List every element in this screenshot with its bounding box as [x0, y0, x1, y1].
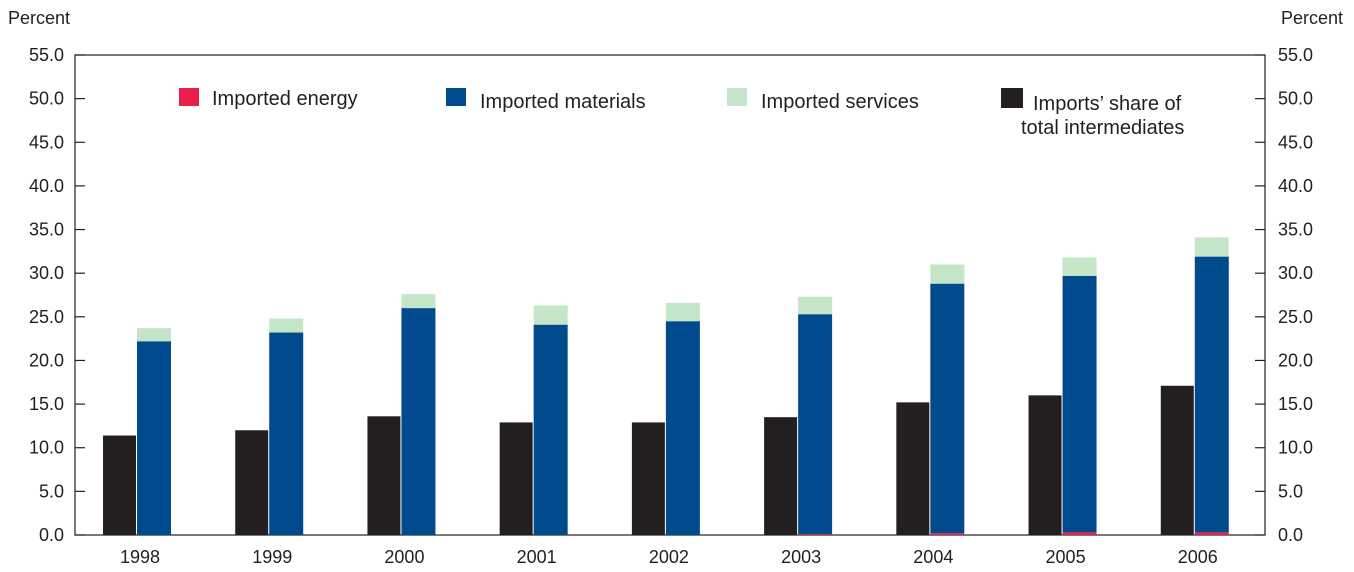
- y-tick-label-right-8: 40.0: [1278, 176, 1313, 196]
- y-tick-label-left-1: 5.0: [39, 481, 64, 501]
- bar-share-2003: [764, 417, 798, 535]
- y-tick-label-left-4: 20.0: [29, 350, 64, 370]
- bar-services-2002: [665, 302, 700, 322]
- bar-materials-2006: [1194, 256, 1229, 533]
- bar-services-2005: [1062, 257, 1097, 276]
- y-tick-label-right-6: 30.0: [1278, 263, 1313, 283]
- bar-share-2001: [499, 422, 533, 535]
- y-tick-label-right-9: 45.0: [1278, 132, 1313, 152]
- y-axis-unit-left: Percent: [8, 8, 70, 28]
- y-tick-label-right-4: 20.0: [1278, 350, 1313, 370]
- legend-swatch-energy: [179, 88, 199, 106]
- y-tick-label-left-8: 40.0: [29, 176, 64, 196]
- y-tick-label-left-5: 25.0: [29, 307, 64, 327]
- bar-materials-2005: [1062, 275, 1097, 533]
- bar-energy-2003: [798, 534, 833, 535]
- bar-share-1998: [103, 435, 136, 535]
- y-tick-label-left-11: 55.0: [29, 45, 64, 65]
- x-tick-label-1998: 1998: [120, 547, 160, 567]
- y-tick-label-right-2: 10.0: [1278, 438, 1313, 458]
- x-tick-label-2000: 2000: [384, 547, 424, 567]
- bar-share-2004: [896, 402, 930, 535]
- y-tick-label-right-10: 50.0: [1278, 89, 1313, 109]
- x-tick-label-2003: 2003: [781, 547, 821, 567]
- legend-swatch-materials: [446, 88, 466, 106]
- bar-materials-2003: [798, 314, 833, 535]
- legend-label-materials: Imported materials: [480, 91, 646, 113]
- x-tick-label-1999: 1999: [252, 547, 292, 567]
- y-tick-label-right-11: 55.0: [1278, 45, 1313, 65]
- legend-label-share-line2: total intermediates: [1021, 117, 1184, 139]
- x-tick-label-2005: 2005: [1046, 547, 1086, 567]
- bar-share-2006: [1160, 385, 1194, 535]
- bar-services-2001: [533, 305, 568, 325]
- legend-swatch-services: [727, 88, 747, 106]
- bar-materials-2004: [930, 283, 965, 534]
- legend-label-energy: Imported energy: [212, 88, 358, 110]
- bar-energy-2005: [1062, 532, 1097, 535]
- y-tick-label-left-2: 10.0: [29, 438, 64, 458]
- bar-services-1998: [137, 328, 171, 342]
- bar-energy-2006: [1194, 532, 1229, 535]
- bar-services-2004: [930, 264, 965, 284]
- legend-swatch-share: [1001, 88, 1023, 108]
- bar-materials-1999: [269, 332, 304, 535]
- y-tick-label-left-10: 50.0: [29, 89, 64, 109]
- x-tick-label-2001: 2001: [517, 547, 557, 567]
- axes-layer: 0.0 0.0 5.0 5.0 10.0 10.0 15.0 15.0 20.0 20.0 25.0…: [29, 45, 1313, 567]
- y-axis-unit-right: Percent: [1281, 8, 1343, 28]
- y-tick-label-right-3: 15.0: [1278, 394, 1313, 414]
- bar-share-1999: [235, 430, 269, 535]
- legend-label-services: Imported services: [761, 91, 919, 113]
- bar-materials-1998: [137, 341, 171, 535]
- y-tick-label-right-0: 0.0: [1278, 525, 1303, 545]
- bar-services-2006: [1194, 237, 1229, 257]
- y-tick-label-left-9: 45.0: [29, 132, 64, 152]
- x-tick-label-2004: 2004: [913, 547, 953, 567]
- bar-share-2005: [1028, 395, 1062, 535]
- legend: Imported energy Imported materials Impor…: [179, 88, 1184, 139]
- bar-services-2000: [401, 294, 436, 309]
- bar-share-2000: [367, 416, 401, 535]
- bar-share-2002: [631, 422, 665, 535]
- bar-materials-2000: [401, 308, 436, 535]
- y-tick-label-left-7: 35.0: [29, 220, 64, 240]
- bar-materials-2001: [533, 324, 568, 535]
- legend-label-share-line1: Imports’ share of: [1033, 93, 1182, 115]
- bars-layer: [103, 237, 1229, 535]
- y-tick-label-left-0: 0.0: [39, 525, 64, 545]
- bar-services-2003: [798, 296, 833, 315]
- y-tick-label-left-6: 30.0: [29, 263, 64, 283]
- x-tick-label-2006: 2006: [1178, 547, 1218, 567]
- y-tick-label-right-5: 25.0: [1278, 307, 1313, 327]
- bar-energy-2004: [930, 533, 965, 535]
- y-tick-label-right-1: 5.0: [1278, 481, 1303, 501]
- y-tick-label-left-3: 15.0: [29, 394, 64, 414]
- x-tick-label-2002: 2002: [649, 547, 689, 567]
- bar-services-1999: [269, 318, 304, 333]
- bar-materials-2002: [665, 321, 700, 535]
- y-tick-label-right-7: 35.0: [1278, 220, 1313, 240]
